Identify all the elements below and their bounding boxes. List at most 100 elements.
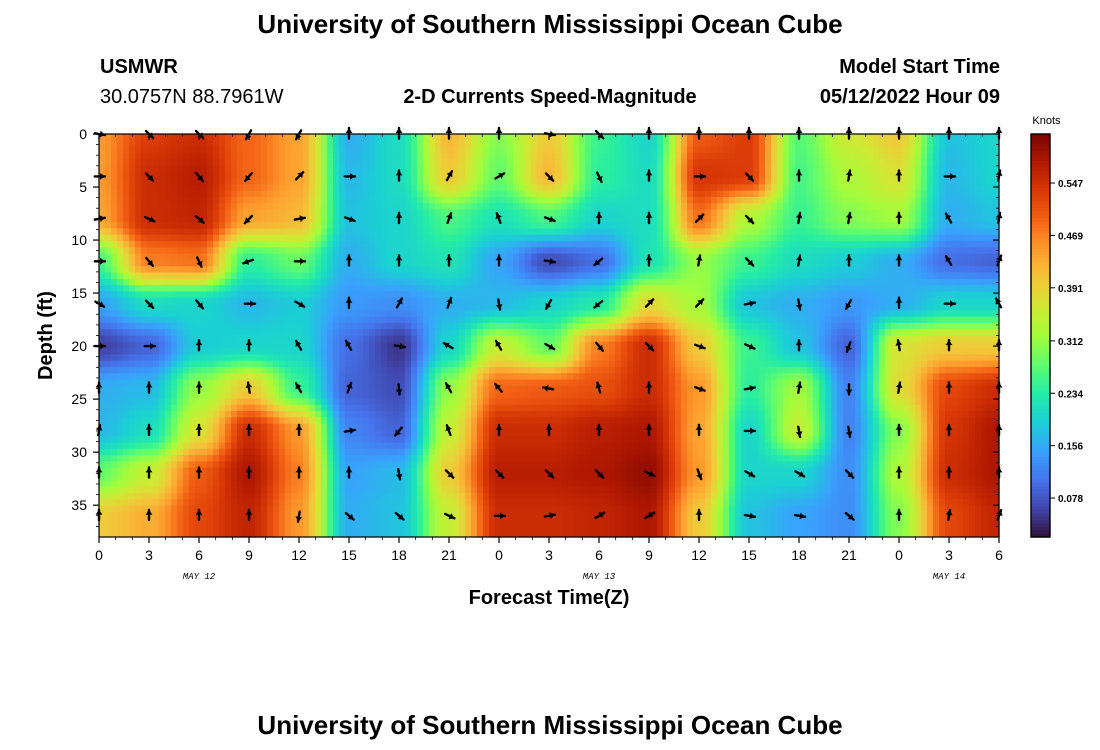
heatmap-cell	[267, 310, 274, 318]
heatmap-cell	[981, 335, 988, 343]
heatmap-cell	[357, 285, 364, 293]
heatmap-cell	[819, 310, 826, 318]
heatmap-cell	[951, 215, 958, 223]
heatmap-cell	[453, 140, 460, 148]
heatmap-cell	[159, 228, 166, 236]
heatmap-cell	[291, 329, 298, 337]
heatmap-cell	[855, 335, 862, 343]
heatmap-cell	[783, 247, 790, 255]
heatmap-cell	[543, 297, 550, 305]
heatmap-cell	[201, 140, 208, 148]
heatmap-cell	[573, 178, 580, 185]
heatmap-cell	[129, 190, 136, 198]
heatmap-cell	[951, 159, 958, 167]
heatmap-cell	[477, 272, 484, 280]
heatmap-cell	[663, 178, 670, 185]
heatmap-cell	[873, 184, 880, 192]
heatmap-cell	[363, 278, 370, 286]
heatmap-cell	[99, 247, 106, 255]
heatmap-cell	[903, 159, 910, 167]
heatmap-cell	[879, 215, 886, 223]
heatmap-cell	[603, 272, 610, 280]
heatmap-cell	[555, 171, 562, 179]
heatmap-cell	[111, 316, 118, 324]
heatmap-cell	[747, 222, 754, 230]
heatmap-cell	[537, 266, 544, 274]
heatmap-cell	[561, 165, 568, 173]
heatmap-cell	[507, 297, 514, 305]
heatmap-cell	[483, 329, 490, 337]
heatmap-cell	[543, 190, 550, 198]
heatmap-cell	[633, 159, 640, 167]
heatmap-cell	[357, 228, 364, 236]
heatmap-cell	[411, 253, 418, 261]
heatmap-cell	[219, 196, 226, 204]
heatmap-cell	[855, 178, 862, 185]
heatmap-cell	[807, 178, 814, 185]
heatmap-cell	[687, 316, 694, 324]
heatmap-cell	[777, 241, 784, 248]
heatmap-cell	[657, 222, 664, 230]
heatmap-cell	[267, 285, 274, 293]
heatmap-cell	[381, 196, 388, 204]
heatmap-cell	[435, 171, 442, 179]
heatmap-cell	[297, 146, 304, 154]
heatmap-cell	[369, 247, 376, 255]
heatmap-cell	[507, 190, 514, 198]
heatmap-cell	[651, 134, 658, 141]
heatmap-cell	[543, 165, 550, 173]
heatmap-cell	[855, 228, 862, 236]
heatmap-cell	[321, 234, 328, 242]
heatmap-cell	[579, 209, 586, 217]
heatmap-cell	[567, 134, 574, 141]
heatmap-cell	[201, 234, 208, 242]
heatmap-cell	[921, 310, 928, 318]
heatmap-cell	[717, 285, 724, 293]
heatmap-cell	[255, 241, 262, 248]
heatmap-cell	[255, 304, 262, 311]
heatmap-cell	[123, 178, 130, 185]
heatmap-cell	[111, 241, 118, 248]
heatmap-cell	[135, 196, 142, 204]
heatmap-cell	[993, 266, 1000, 274]
heatmap-cell	[225, 196, 232, 204]
heatmap-cell	[597, 310, 604, 318]
heatmap-cell	[387, 291, 394, 299]
heatmap-cell	[981, 253, 988, 261]
heatmap-cell	[375, 152, 382, 160]
heatmap-cell	[903, 316, 910, 324]
heatmap-cell	[225, 215, 232, 223]
heatmap-cell	[825, 184, 832, 192]
heatmap-cell	[651, 209, 658, 217]
heatmap-cell	[855, 291, 862, 299]
heatmap-cell	[303, 140, 310, 148]
heatmap-cell	[807, 146, 814, 154]
heatmap-cell	[177, 134, 184, 141]
heatmap-cell	[231, 272, 238, 280]
heatmap-cell	[273, 140, 280, 148]
heatmap-cell	[669, 259, 676, 267]
heatmap-cell	[357, 253, 364, 261]
heatmap-cell	[99, 259, 106, 267]
heatmap-cell	[579, 241, 586, 248]
heatmap-cell	[795, 335, 802, 343]
heatmap-cell	[855, 316, 862, 324]
heatmap-cell	[399, 259, 406, 267]
heatmap-cell	[969, 253, 976, 261]
heatmap-cell	[453, 190, 460, 198]
heatmap-cell	[465, 222, 472, 230]
heatmap-cell	[351, 203, 358, 211]
heatmap-cell	[789, 234, 796, 242]
heatmap-cell	[123, 291, 130, 299]
heatmap-cell	[975, 304, 982, 311]
heatmap-cell	[543, 222, 550, 230]
heatmap-cell	[519, 203, 526, 211]
heatmap-cell	[165, 259, 172, 267]
heatmap-cell	[375, 253, 382, 261]
heatmap-cell	[315, 241, 322, 248]
heatmap-cell	[207, 171, 214, 179]
heatmap-cell	[777, 285, 784, 293]
heatmap-cell	[849, 304, 856, 311]
heatmap-cell	[927, 209, 934, 217]
heatmap-cell	[543, 247, 550, 255]
